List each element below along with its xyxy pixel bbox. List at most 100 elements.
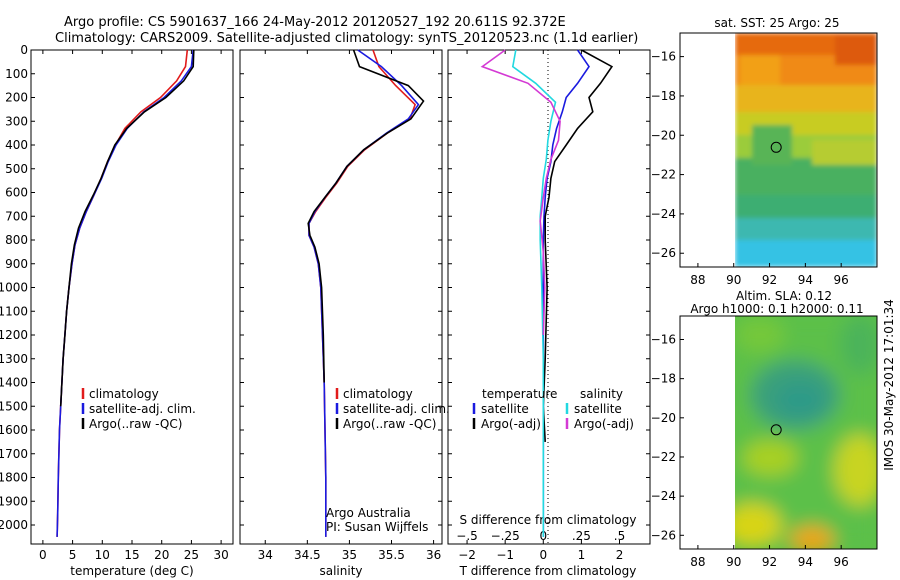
sla-map-title: Altim. SLA: 0.12 bbox=[736, 289, 832, 303]
map-y-tick-label: −24 bbox=[651, 207, 676, 221]
y-tick-label: 300 bbox=[5, 114, 28, 128]
x-tick-label: 10 bbox=[95, 548, 110, 562]
difference-xlabel: T difference from climatology bbox=[459, 564, 637, 578]
x-tick-label: 25 bbox=[184, 548, 199, 562]
difference-axes-frame bbox=[447, 49, 651, 545]
series-line bbox=[308, 49, 420, 537]
y-tick-label: 1400 bbox=[0, 376, 28, 390]
sst-map-ticks: 88 90 92 94 96 −16 −18 −20 −22 −24 −26 bbox=[651, 50, 849, 287]
map-y-tick-label: −22 bbox=[651, 168, 676, 182]
sla-map-subtitle: Argo h1000: 0.1 h2000: 0.11 bbox=[690, 302, 863, 316]
x-tick-label: 2 bbox=[616, 548, 624, 562]
temperature-panel: temperature (deg C) 0 5 10 15 20 25 3001002003… bbox=[0, 43, 234, 578]
difference-ticks: −2 −1 0 1 2−.5 −.25 0.25.5 bbox=[448, 49, 650, 562]
argo-location-marker bbox=[770, 141, 782, 153]
map-y-tick-label: −16 bbox=[651, 50, 676, 64]
legend-label: Argo(-adj) bbox=[574, 417, 634, 431]
salinity-ticks: 34 34.5 35 35.5 36 bbox=[240, 49, 442, 562]
legend-label: Argo(-adj) bbox=[481, 417, 541, 431]
map-x-tick-label: 96 bbox=[834, 555, 849, 569]
difference-panel: T difference from climatology S differen… bbox=[447, 49, 651, 578]
x-tick-label: 34.5 bbox=[294, 548, 321, 562]
y-tick-label: 500 bbox=[5, 162, 28, 176]
x-tick-label: 0 bbox=[39, 548, 47, 562]
x-tick-label: −2 bbox=[458, 548, 476, 562]
y-tick-label: 0 bbox=[20, 43, 28, 57]
sst-map-title: sat. SST: 25 Argo: 25 bbox=[714, 16, 839, 30]
legend-label: satellite-adj. clim. bbox=[89, 402, 196, 416]
salinity-axes-frame bbox=[239, 49, 443, 545]
sla-map: Altim. SLA: 0.12 Argo h1000: 0.1 h2000: … bbox=[651, 289, 878, 569]
map-y-tick-label: −20 bbox=[651, 411, 676, 425]
sst-heatmap-field bbox=[735, 33, 877, 267]
y-tick-label: 100 bbox=[5, 67, 28, 81]
y-tick-label: 1200 bbox=[0, 328, 28, 342]
legend-header: temperature bbox=[482, 387, 557, 401]
series-line bbox=[56, 49, 194, 537]
x-tick-label: 34 bbox=[258, 548, 273, 562]
map-x-tick-label: 88 bbox=[690, 273, 705, 287]
temperature-ticks: 0 5 10 15 20 25 300100200300400500600700800900… bbox=[0, 43, 229, 562]
map-x-tick-label: 90 bbox=[726, 273, 741, 287]
y-tick-label: 200 bbox=[5, 91, 28, 105]
sla-map-ticks: 88 90 92 94 96 −16 −18 −20 −22 −24 −26 bbox=[651, 332, 849, 569]
series-line bbox=[542, 49, 614, 442]
x-tick-label: −1 bbox=[496, 548, 514, 562]
map-x-tick-label: 94 bbox=[798, 273, 813, 287]
argo-location-marker bbox=[770, 424, 782, 436]
salinity-lines bbox=[307, 49, 425, 537]
y-tick-label: 1700 bbox=[0, 447, 28, 461]
map-y-tick-label: −20 bbox=[651, 128, 676, 142]
legend-label: Argo(..raw -QC) bbox=[343, 417, 436, 431]
y-tick-label: 400 bbox=[5, 138, 28, 152]
map-x-tick-label: 92 bbox=[762, 273, 777, 287]
sst-map-frame bbox=[679, 32, 878, 268]
map-y-tick-label: −22 bbox=[651, 450, 676, 464]
sla-heatmap-field bbox=[735, 316, 877, 549]
x2-tick-label: .25 bbox=[572, 529, 591, 543]
y-tick-label: 900 bbox=[5, 257, 28, 271]
y-tick-label: 2000 bbox=[0, 518, 28, 532]
series-line bbox=[307, 49, 425, 383]
salinity-panel: salinity 34 34.5 35 35.5 36 climatologysatel… bbox=[239, 49, 450, 578]
legend-label: climatology bbox=[89, 387, 159, 401]
series-line bbox=[511, 49, 557, 537]
x-tick-label: 5 bbox=[69, 548, 77, 562]
legend-label: satellite bbox=[481, 402, 529, 416]
x-tick-label: 0 bbox=[539, 548, 547, 562]
series-line bbox=[56, 49, 189, 537]
y-tick-label: 600 bbox=[5, 186, 28, 200]
map-y-tick-label: −26 bbox=[651, 246, 676, 260]
x-tick-label: 1 bbox=[578, 548, 586, 562]
header-line-1: Argo profile: CS 5901637_166 24-May-2012… bbox=[64, 15, 566, 30]
map-y-tick-label: −18 bbox=[651, 372, 676, 386]
map-y-tick-label: −26 bbox=[651, 528, 676, 542]
temperature-lines bbox=[56, 49, 195, 537]
x-tick-label: 20 bbox=[154, 548, 169, 562]
y-tick-label: 1300 bbox=[0, 352, 28, 366]
sst-map: sat. SST: 25 Argo: 25 88 90 92 94 96 −16 −18 −2… bbox=[651, 16, 878, 287]
map-x-tick-label: 94 bbox=[798, 555, 813, 569]
x-tick-label: 36 bbox=[426, 548, 441, 562]
difference-x2label: S difference from climatology bbox=[460, 513, 637, 527]
difference-legend: temperature salinitysatelliteArgo(-adj)sa… bbox=[472, 387, 634, 431]
temperature-xlabel: temperature (deg C) bbox=[70, 564, 193, 578]
x-tick-label: 35 bbox=[342, 548, 357, 562]
legend-label: Argo(..raw -QC) bbox=[89, 417, 182, 431]
y-tick-label: 800 bbox=[5, 233, 28, 247]
map-x-tick-label: 92 bbox=[762, 555, 777, 569]
series-line bbox=[59, 49, 195, 407]
x-tick-label: 35.5 bbox=[378, 548, 405, 562]
x2-tick-label: −.5 bbox=[456, 529, 478, 543]
map-y-tick-label: −16 bbox=[651, 332, 676, 346]
y-tick-label: 700 bbox=[5, 209, 28, 223]
legend-header: salinity bbox=[580, 387, 623, 401]
map-y-tick-label: −24 bbox=[651, 489, 676, 503]
annotation-pi-name: PI: Susan Wijffels bbox=[326, 520, 428, 534]
x-tick-label: 15 bbox=[124, 548, 139, 562]
y-tick-label: 1500 bbox=[0, 399, 28, 413]
side-timestamp: IMOS 30-May-2012 17:01:34 bbox=[882, 299, 896, 471]
